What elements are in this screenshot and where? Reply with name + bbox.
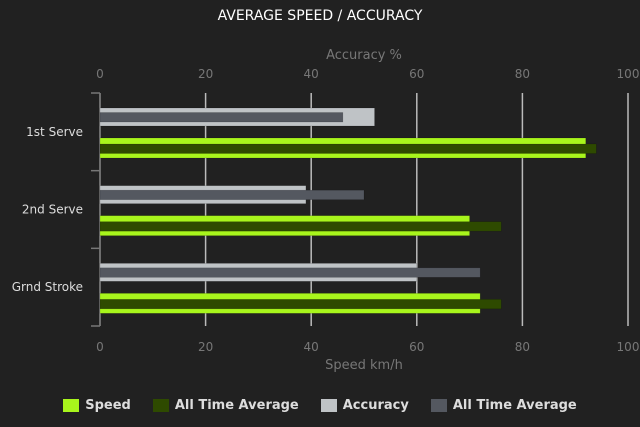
- top-tick-label: 60: [409, 67, 424, 81]
- bottom-tick-label: 0: [96, 340, 104, 354]
- legend-label: Accuracy: [342, 398, 409, 413]
- legend-swatch: [430, 399, 447, 412]
- legend-item-speed[interactable]: Speed: [63, 398, 131, 413]
- bottom-axis-label: Speed km/h: [325, 358, 403, 373]
- chart-title: AVERAGE SPEED / ACCURACY: [217, 8, 423, 24]
- legend-swatch: [63, 399, 80, 412]
- bar-speed-average: [99, 143, 597, 154]
- top-tick-label: 0: [96, 67, 104, 81]
- bar-accuracy-average: [99, 112, 344, 123]
- top-tick-label: 100: [617, 67, 640, 81]
- legend-label: All Time Average: [174, 398, 299, 413]
- bottom-tick-label: 60: [409, 340, 424, 354]
- bottom-tick-label: 100: [617, 340, 640, 354]
- category-label: Grnd Stroke: [12, 280, 83, 294]
- legend: Speed All Time Average Accuracy All Time…: [0, 398, 640, 413]
- bottom-tick-label: 80: [515, 340, 530, 354]
- legend-item-accuracy-average[interactable]: All Time Average: [430, 398, 577, 413]
- legend-swatch: [152, 399, 169, 412]
- bar-speed-average: [99, 221, 502, 232]
- bar-accuracy-average: [99, 267, 481, 278]
- legend-swatch: [320, 399, 337, 412]
- top-tick-label: 80: [515, 67, 530, 81]
- top-tick-label: 40: [304, 67, 319, 81]
- category-label: 1st Serve: [26, 125, 83, 139]
- top-axis-label: Accuracy %: [326, 48, 402, 63]
- bar-speed-average: [99, 299, 502, 310]
- legend-label: All Time Average: [452, 398, 577, 413]
- legend-item-speed-average[interactable]: All Time Average: [152, 398, 299, 413]
- category-label: 2nd Serve: [22, 203, 83, 217]
- bottom-tick-label: 40: [304, 340, 319, 354]
- legend-label: Speed: [85, 398, 131, 413]
- legend-item-accuracy[interactable]: Accuracy: [320, 398, 409, 413]
- bar-accuracy-average: [99, 189, 365, 200]
- top-tick-label: 20: [198, 67, 213, 81]
- bottom-tick-label: 20: [198, 340, 213, 354]
